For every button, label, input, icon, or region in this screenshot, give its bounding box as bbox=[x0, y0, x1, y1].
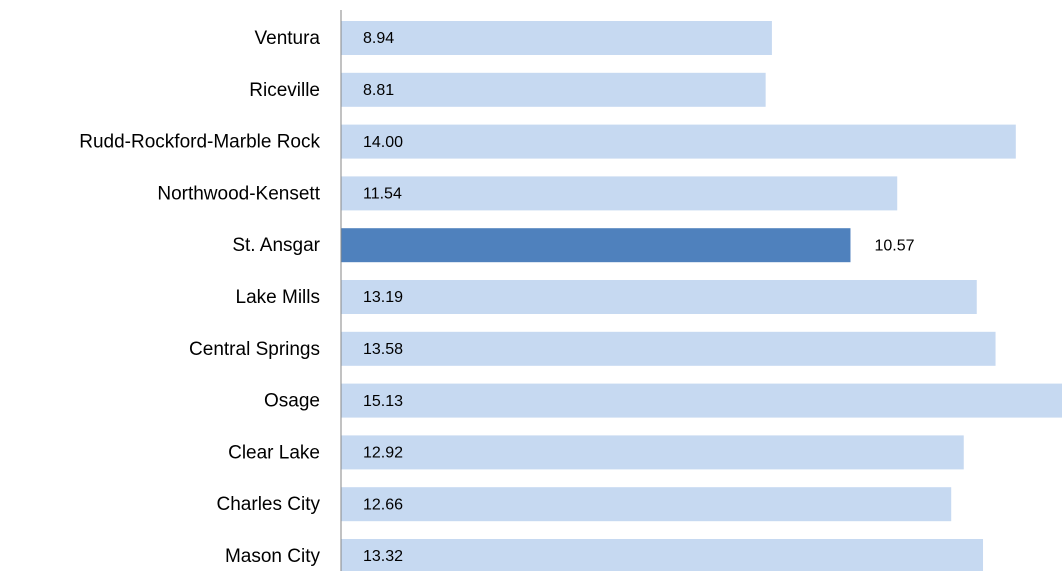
value-label: 13.19 bbox=[363, 289, 403, 306]
category-label: Central Springs bbox=[189, 339, 320, 360]
category-label: Mason City bbox=[225, 546, 321, 567]
category-label: Ventura bbox=[255, 28, 321, 49]
bar bbox=[341, 383, 1062, 418]
category-label: Osage bbox=[264, 391, 320, 412]
value-label: 14.00 bbox=[363, 134, 403, 151]
value-label: 13.32 bbox=[363, 548, 403, 565]
value-label: 8.94 bbox=[363, 30, 394, 47]
value-label: 11.54 bbox=[363, 186, 402, 203]
value-label: 8.81 bbox=[363, 82, 394, 99]
value-label: 13.58 bbox=[363, 341, 403, 358]
bar bbox=[341, 539, 984, 571]
bar bbox=[341, 176, 898, 211]
bar bbox=[341, 331, 996, 366]
category-label: St. Ansgar bbox=[232, 235, 320, 256]
bar bbox=[341, 228, 851, 263]
category-label: Northwood-Kensett bbox=[157, 183, 320, 204]
value-label: 15.13 bbox=[363, 393, 403, 410]
value-label: 10.57 bbox=[874, 237, 914, 254]
bar bbox=[341, 72, 766, 107]
category-label: Charles City bbox=[217, 494, 321, 515]
value-label: 12.92 bbox=[363, 445, 403, 462]
bar bbox=[341, 435, 964, 470]
category-label: Lake Mills bbox=[236, 287, 320, 308]
bar bbox=[341, 124, 1016, 159]
bar bbox=[341, 21, 772, 55]
value-label: 12.66 bbox=[363, 496, 403, 513]
category-label: Rudd-Rockford-Marble Rock bbox=[79, 132, 320, 153]
category-label: Riceville bbox=[249, 80, 320, 101]
bar bbox=[341, 487, 952, 522]
bar bbox=[341, 280, 977, 314]
category-label: Clear Lake bbox=[228, 442, 320, 463]
